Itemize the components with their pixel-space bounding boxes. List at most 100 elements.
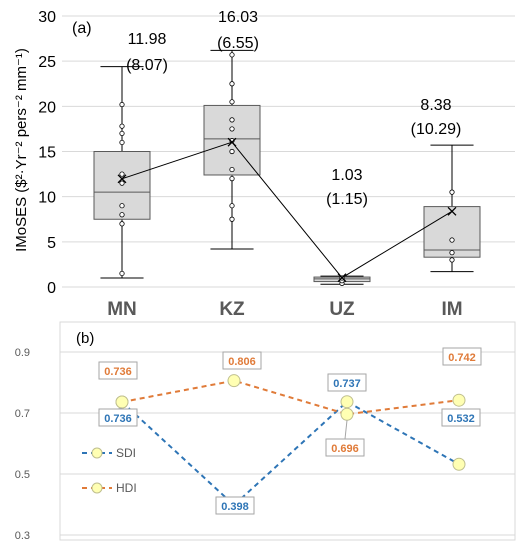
- data-point: [119, 123, 125, 129]
- hdi-data-label: 0.736: [98, 361, 138, 380]
- data-label-box: [222, 351, 262, 370]
- data-point: [119, 203, 125, 209]
- y-tick-label: 0.5: [15, 469, 30, 481]
- mean-marker: [117, 174, 127, 184]
- legend-marker: [91, 447, 103, 459]
- sdi-line: [121, 400, 460, 507]
- panel-a-x-tick-labels: MN KZ UZ IM: [107, 299, 462, 320]
- y-tick-label: 30: [38, 9, 56, 26]
- panel-b-frame: [59, 321, 516, 541]
- data-point: [229, 203, 235, 209]
- mean-annotation: 8.38: [420, 97, 451, 114]
- panel-b-data-labels: 0.736 0.398 0.737 0.532 0.736 0.806 0.696 0.742: [98, 347, 482, 515]
- data-point: [119, 180, 125, 186]
- mean-annotation: 16.03: [218, 9, 258, 26]
- panel-a: 0 5 10 15 20 25 30 11.98 (8.07) 16.03 (6.55) 1.03 (…: [13, 9, 515, 320]
- legend-marker: [91, 482, 103, 494]
- mean-annotation: 1.03: [331, 167, 362, 184]
- y-tick-label: 10: [38, 190, 56, 207]
- data-label-text: 0.737: [333, 378, 361, 390]
- data-point: [229, 216, 235, 222]
- y-tick-label: 25: [38, 54, 56, 71]
- data-point: [119, 270, 125, 277]
- sdi-data-label: 0.398: [215, 496, 255, 515]
- panel-a-y-tick-labels: 0 5 10 15 20 25 30: [38, 9, 56, 297]
- x-tick-label: MN: [107, 299, 137, 320]
- data-label-box: [441, 408, 481, 427]
- hdi-marker: [340, 407, 354, 421]
- x-tick-label: KZ: [219, 299, 245, 320]
- data-label-text: 0.742: [448, 352, 476, 364]
- panel-b-series-lines: [121, 379, 460, 507]
- box-iqr: [423, 206, 481, 258]
- data-point: [119, 221, 125, 227]
- panel-a-annotations: 11.98 (8.07) 16.03 (6.55) 1.03 (1.15) 8.38 (10.…: [126, 9, 461, 208]
- data-label-text: 0.532: [447, 413, 475, 425]
- data-point: [449, 250, 455, 256]
- data-point: [229, 126, 235, 132]
- data-point: [119, 171, 125, 177]
- panel-b: 0.30.50.70.9 0.7360.3980.7370.5320.7360.…: [15, 321, 516, 542]
- data-point: [229, 117, 235, 123]
- hdi-data-label: 0.742: [442, 347, 482, 366]
- hdi-marker: [452, 393, 466, 407]
- box-kz: [203, 49, 261, 250]
- sdi-data-label: 0.532: [441, 408, 481, 427]
- panel-a-mean-line: [121, 141, 453, 279]
- hdi-marker: [227, 374, 241, 388]
- y-tick-label: 20: [38, 99, 56, 116]
- sdi-data-label: 0.737: [327, 373, 367, 392]
- panel-b-label: (b): [76, 330, 94, 347]
- sd-annotation: (6.55): [217, 35, 259, 52]
- data-point: [449, 237, 455, 243]
- y-tick-label: 0.7: [15, 408, 30, 420]
- panel-a-label: (a): [72, 20, 92, 37]
- box-mn: [93, 66, 151, 279]
- data-label-text: 0.736: [104, 413, 132, 425]
- sdi-marker: [452, 457, 466, 471]
- data-point: [449, 257, 455, 263]
- data-label-box: [98, 361, 138, 380]
- panel-a-y-axis-label: IMoSES ($²·Yr⁻² pers⁻² mm⁻¹): [13, 48, 30, 252]
- sdi-marker: [340, 395, 354, 409]
- leader-line: [117, 407, 123, 410]
- data-point: [229, 166, 235, 173]
- legend-item-sdi: SDI: [82, 446, 136, 460]
- sd-annotation: (10.29): [411, 121, 462, 138]
- sd-annotation: (8.07): [126, 57, 168, 74]
- data-label-box: [327, 373, 367, 392]
- panel-b-legend: SDI HDI: [82, 446, 137, 495]
- data-point: [229, 148, 235, 155]
- sd-annotation: (1.15): [326, 191, 368, 208]
- y-tick-label: 0.9: [15, 347, 30, 359]
- data-point: [229, 176, 235, 182]
- data-label-text: 0.806: [228, 356, 256, 368]
- data-label-text: 0.736: [104, 366, 132, 378]
- data-point: [229, 99, 235, 105]
- data-point: [119, 139, 125, 146]
- y-tick-label: 15: [38, 145, 56, 162]
- data-point: [449, 189, 455, 195]
- panel-b-y-tick-labels: 0.3 0.5 0.7 0.9: [15, 347, 30, 542]
- data-point: [229, 81, 235, 87]
- data-label-box: [442, 347, 482, 366]
- hdi-marker: [115, 395, 129, 409]
- mean-connector-line: [121, 141, 453, 279]
- panel-a-boxes: [93, 49, 481, 286]
- legend-label: SDI: [116, 446, 136, 460]
- data-label-box: [215, 496, 255, 515]
- mean-annotation: 11.98: [128, 31, 167, 48]
- data-point: [119, 130, 125, 137]
- box-uz: [313, 273, 371, 286]
- legend-item-hdi: HDI: [82, 481, 137, 495]
- leader-line: [344, 420, 348, 440]
- data-label-text: 0.398: [221, 501, 249, 513]
- y-tick-label: 0: [47, 280, 56, 297]
- hdi-data-label: 0.806: [222, 351, 262, 370]
- data-label-text: 0.696: [331, 443, 359, 455]
- hdi-line: [121, 379, 460, 416]
- x-tick-label: IM: [441, 299, 462, 320]
- y-tick-label: 5: [47, 235, 56, 252]
- x-tick-label: UZ: [329, 299, 355, 320]
